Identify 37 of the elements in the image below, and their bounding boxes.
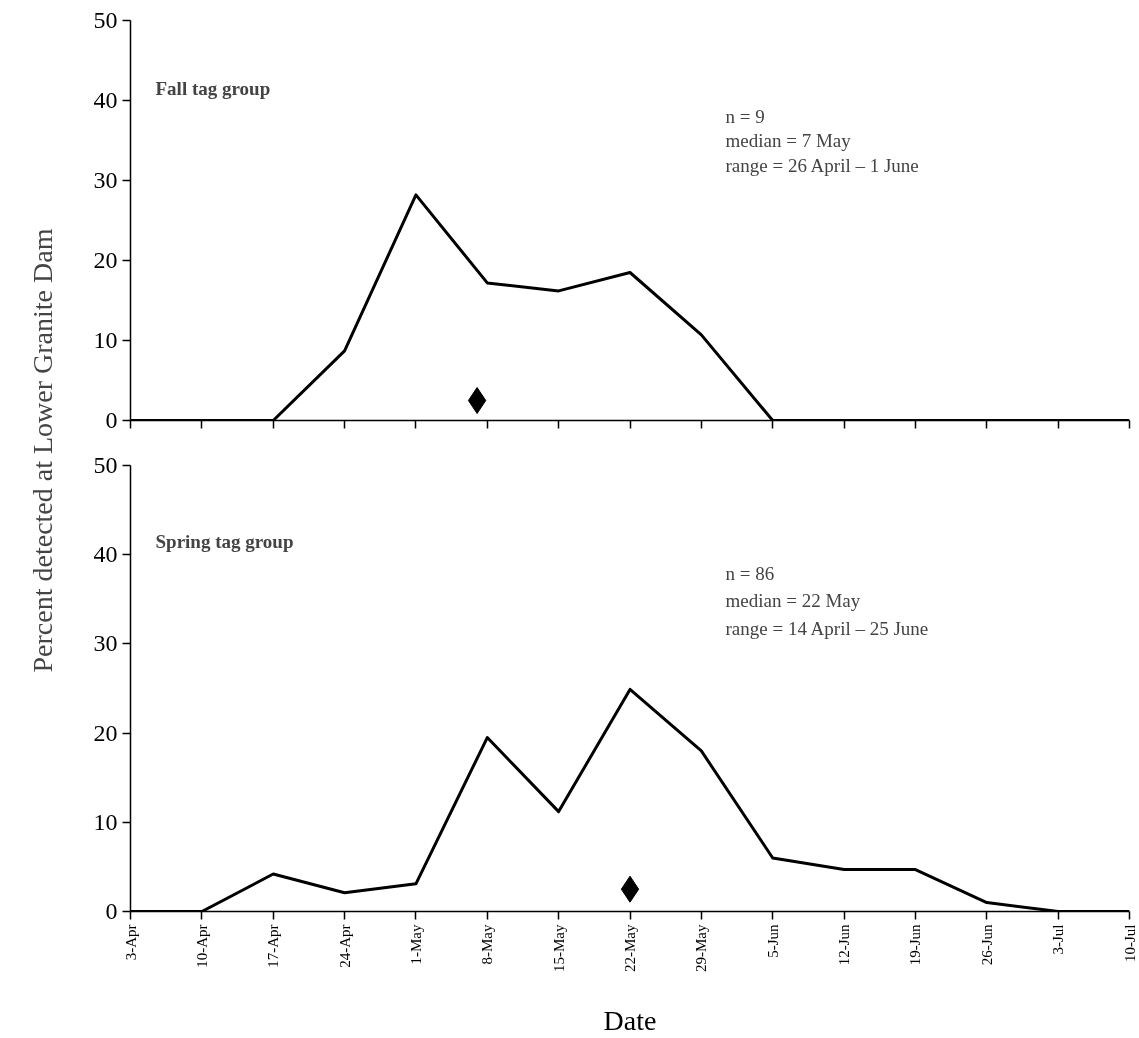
x-tick-label: 22-May xyxy=(622,924,638,972)
x-tick-label: 19-Jun xyxy=(907,924,924,966)
y-tick-label: 40 xyxy=(93,87,118,113)
x-tick-label: 5-Jun xyxy=(764,924,781,958)
annotation: median = 22 May xyxy=(725,590,861,612)
x-tick-label: 3-Apr xyxy=(122,924,139,961)
y-tick-label: 50 xyxy=(93,452,118,478)
x-tick-label: 29-May xyxy=(693,924,710,972)
x-tick-label: 26-Jun xyxy=(978,924,995,966)
annotation: Fall tag group xyxy=(155,77,271,99)
annotation: n = 86 xyxy=(725,562,775,584)
x-tick-label: 8-May xyxy=(479,924,496,965)
x-tick-label: 17-Apr xyxy=(265,924,282,968)
annotation: Spring tag group xyxy=(155,531,294,553)
annotation: range = 26 April – 1 June xyxy=(725,155,919,177)
annotation: n = 9 xyxy=(725,105,765,127)
y-tick-label: 20 xyxy=(93,719,118,746)
x-tick-label: 12-Jun xyxy=(836,924,853,966)
x-tick-label: 24-Apr xyxy=(336,924,353,968)
y-axis-title: Percent detected at Lower Granite Dam xyxy=(27,228,58,673)
y-tick-label: 30 xyxy=(93,167,118,193)
x-axis-title: Date xyxy=(603,1004,657,1036)
y-tick-label: 0 xyxy=(105,898,118,924)
y-tick-label: 10 xyxy=(93,327,118,353)
y-tick-label: 0 xyxy=(105,407,118,433)
annotation: median = 7 May xyxy=(725,130,852,152)
x-tick-label: 15-May xyxy=(550,924,567,972)
y-tick-label: 50 xyxy=(93,7,118,33)
x-tick-label: 10-Apr xyxy=(193,924,210,968)
y-tick-label: 20 xyxy=(93,247,118,273)
x-tick-label: 3-Jul xyxy=(1050,924,1067,955)
x-tick-label: 10-Jul xyxy=(1121,924,1138,962)
y-tick-label: 40 xyxy=(93,541,118,568)
x-tick-label: 1-May xyxy=(407,924,424,965)
annotation: range = 14 April – 25 June xyxy=(725,617,929,639)
y-tick-label: 30 xyxy=(93,630,118,657)
y-tick-label: 10 xyxy=(93,808,118,835)
